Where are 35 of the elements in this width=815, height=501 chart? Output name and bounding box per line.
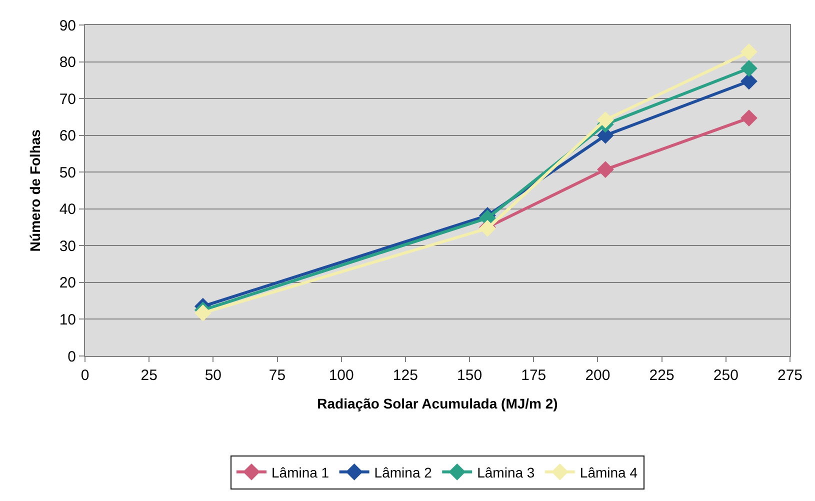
x-axis-title: Radiação Solar Acumulada (MJ/m 2) <box>317 395 558 412</box>
y-tick-label: 80 <box>59 54 76 72</box>
point <box>740 60 758 77</box>
x-tick-label: 200 <box>585 367 610 384</box>
x-tick-label: 225 <box>649 367 674 384</box>
legend-label: Lâmina 1 <box>272 464 330 480</box>
x-tick-label: 100 <box>328 367 354 384</box>
y-tick-label: 60 <box>59 128 76 145</box>
x-tick-label: 150 <box>457 367 482 384</box>
y-tick-label: 30 <box>59 238 76 255</box>
legend-label: Lâmina 3 <box>477 464 535 480</box>
y-axis-title: Número de Folhas <box>26 129 43 252</box>
point <box>596 161 614 178</box>
x-tick-label: 125 <box>392 367 418 384</box>
point <box>194 304 212 322</box>
y-tick-label: 70 <box>59 90 76 108</box>
point <box>740 43 758 60</box>
y-tick-label: 10 <box>59 311 76 328</box>
x-tick-label: 50 <box>204 367 222 384</box>
legend-label: Lâmina 4 <box>580 464 638 480</box>
x-tick-label: 250 <box>713 367 738 384</box>
y-tick-label: 90 <box>59 17 76 34</box>
legend-label: Lâmina 2 <box>374 464 432 480</box>
point <box>740 110 758 126</box>
x-tick-label: 25 <box>140 367 158 384</box>
y-tick-label: 20 <box>59 274 76 292</box>
y-tick-label: 50 <box>59 164 76 182</box>
x-tick-label: 175 <box>521 367 546 384</box>
x-tick-label: 0 <box>80 367 90 384</box>
x-tick-label: 275 <box>777 367 803 384</box>
point <box>740 72 758 90</box>
x-tick-label: 75 <box>268 367 286 384</box>
y-tick-label: 0 <box>68 348 76 366</box>
point <box>596 111 614 128</box>
y-tick-label: 40 <box>59 201 76 218</box>
